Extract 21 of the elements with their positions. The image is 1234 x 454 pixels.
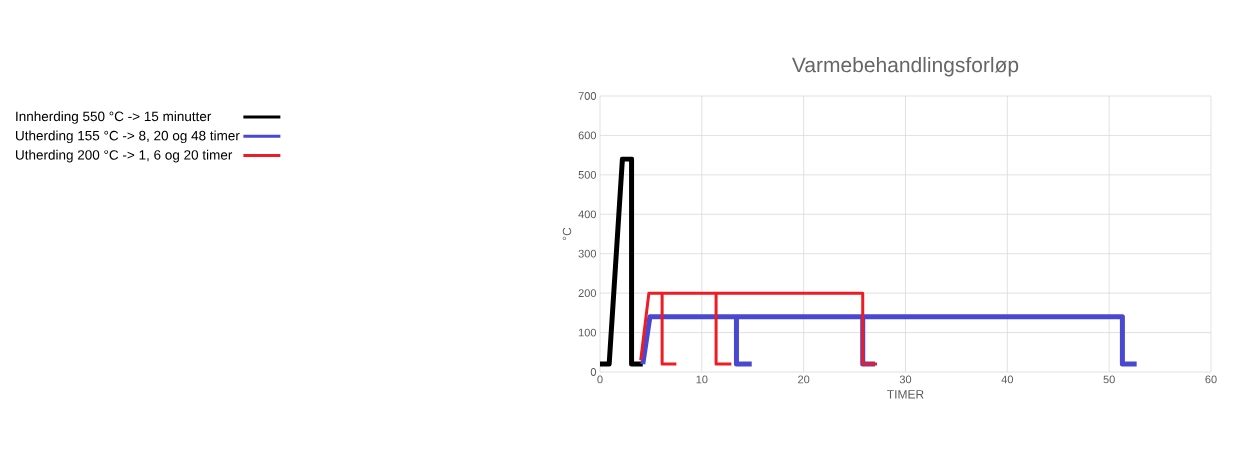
y-tick-label: 100 <box>578 328 597 337</box>
y-tick-label: 500 <box>578 170 597 179</box>
y-tick-label: 600 <box>578 131 597 140</box>
legend-label: Innherding 550 °C -> 15 minutter <box>16 111 212 124</box>
x-tick-label: 60 <box>1205 375 1217 384</box>
x-tick-label: 10 <box>696 375 708 384</box>
y-tick-label: 300 <box>578 249 597 258</box>
x-tick-label: 50 <box>1103 375 1115 384</box>
x-tick-label: 0 <box>597 375 603 384</box>
x-axis-title: TIMER <box>887 390 924 399</box>
y-tick-label: 200 <box>578 289 597 298</box>
legend-label: Utherding 200 °C -> 1, 6 og 20 timer <box>16 149 233 163</box>
chart-title: Varmebehandlingsforløp <box>791 56 1019 77</box>
y-axis-title: °C <box>562 227 572 240</box>
y-tick-label: 700 <box>578 92 597 100</box>
x-tick-label: 30 <box>899 375 912 384</box>
x-tick-label: 40 <box>1001 375 1013 384</box>
y-tick-label: 400 <box>578 210 597 219</box>
legend-label: Utherding 155 °C -> 8, 20 og 48 timer <box>16 130 240 144</box>
y-tick-label: 0 <box>590 368 597 376</box>
x-tick-label: 20 <box>798 375 810 384</box>
